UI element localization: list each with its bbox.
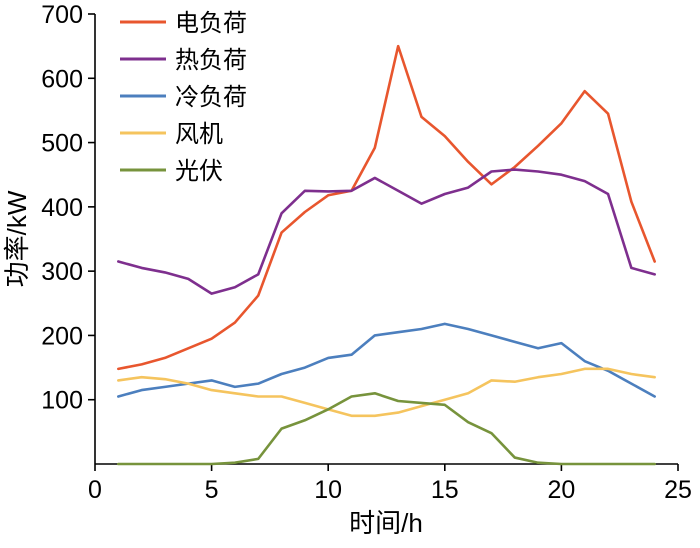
legend-item: 光伏 [120,158,223,185]
legend-label: 光伏 [175,158,223,185]
y-tick-label: 500 [41,130,83,158]
x-tick-label: 0 [88,476,102,504]
series-line-2 [117,168,656,295]
legend-label: 热负荷 [175,47,247,74]
x-tick-label: 20 [547,476,575,504]
series-line-5 [117,391,656,466]
y-tick-label: 700 [41,1,83,29]
legend-item: 冷负荷 [120,84,247,111]
x-tick-label: 10 [314,476,342,504]
x-tick-label: 15 [431,476,459,504]
x-tick-label: 25 [664,476,692,504]
y-tick-label: 400 [41,194,83,222]
chart-layers: 100 200 300 400 500 600 700 0 5 10 15 20 25 电负荷热负荷冷负荷… [41,1,692,504]
y-tick-label: 200 [41,322,83,350]
legend-item: 热负荷 [120,47,247,74]
legend-label: 电负荷 [175,10,247,37]
legend-item: 风机 [120,121,223,148]
series-line-3 [117,322,656,398]
y-tick-label: 600 [41,65,83,93]
y-axis-label: 功率/kW [2,190,32,287]
legend-item: 电负荷 [120,10,247,37]
series-line-4 [117,367,656,418]
x-tick-label: 5 [205,476,219,504]
series-line-1 [117,44,656,371]
y-tick-label: 300 [41,258,83,286]
legend-label: 冷负荷 [175,84,247,111]
legend-label: 风机 [175,121,223,148]
x-axis-label: 时间/h [349,508,423,538]
y-tick-label: 100 [41,387,83,415]
